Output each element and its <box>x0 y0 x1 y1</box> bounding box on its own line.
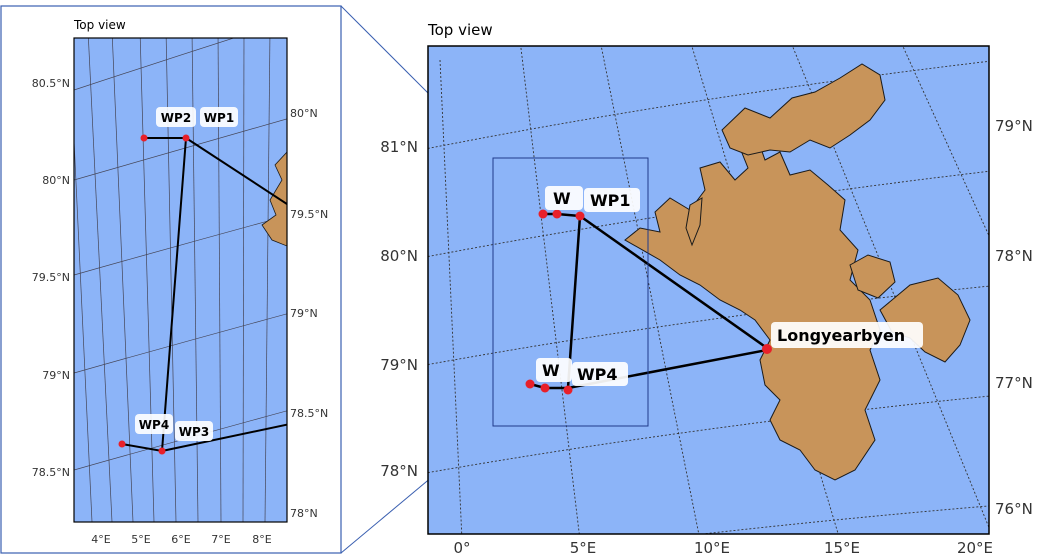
main-wp-marker <box>526 380 535 389</box>
inset-lat-right-tick: 78.5°N <box>290 407 328 420</box>
inset-lon-tick: 5°E <box>131 533 150 546</box>
inset-label-wp3: WP3 <box>179 425 209 439</box>
inset-lat-right-tick: 79.5°N <box>290 208 328 221</box>
inset-lon-tick: 8°E <box>252 533 271 546</box>
longyearbyen-marker <box>762 344 772 354</box>
inset-lat-left-tick: 80.5°N <box>32 77 70 90</box>
main-lon-tick: 20°E <box>957 539 993 557</box>
inset-label-wp2: WP2 <box>161 111 191 125</box>
inset-wp2-marker <box>141 135 148 142</box>
main-wp-marker <box>553 210 562 219</box>
inset-wp4-marker <box>119 441 126 448</box>
main-lat-left-tick: 78°N <box>380 462 418 480</box>
main-lat-right-tick: 77°N <box>995 374 1033 392</box>
main-wp1-marker <box>576 212 585 221</box>
main-lat-right-tick: 79°N <box>995 117 1033 135</box>
main-lat-left-tick: 81°N <box>380 138 418 156</box>
main-lat-right-tick: 76°N <box>995 500 1033 518</box>
inset-lon-tick: 6°E <box>171 533 190 546</box>
inset-lat-right-tick: 80°N <box>290 107 318 120</box>
inset-label-wp1: WP1 <box>204 111 234 125</box>
main-lon-ticks: 0° 5°E 10°E 15°E 20°E <box>453 539 993 557</box>
main-wp-marker <box>539 210 548 219</box>
main-lon-tick: 10°E <box>694 539 730 557</box>
inset-lat-left-tick: 80°N <box>42 174 70 187</box>
inset-lat-right-tick: 78°N <box>290 507 318 520</box>
main-lat-left-ticks: 81°N 80°N 79°N 78°N <box>380 138 418 480</box>
inset-lat-left-tick: 79.5°N <box>32 271 70 284</box>
inset-panel: Top view <box>32 18 328 546</box>
inset-lat-left-tick: 79°N <box>42 369 70 382</box>
inset-lon-tick: 7°E <box>211 533 230 546</box>
main-wp4-marker <box>564 386 573 395</box>
main-label-w-bottom: W <box>542 361 560 380</box>
inset-lat-left-tick: 78.5°N <box>32 466 70 479</box>
main-label-wp4: WP4 <box>577 365 618 384</box>
main-wp-marker <box>541 384 550 393</box>
inset-wp3-marker <box>159 448 166 455</box>
main-label-w-top: W <box>553 189 571 208</box>
inset-title: Top view <box>73 18 126 32</box>
inset-label-wp4: WP4 <box>139 418 169 432</box>
main-lon-tick: 0° <box>453 539 470 557</box>
main-title: Top view <box>427 21 493 39</box>
main-label-longyearbyen: Longyearbyen <box>777 326 905 345</box>
main-lon-tick: 5°E <box>570 539 597 557</box>
main-lat-left-tick: 80°N <box>380 247 418 265</box>
inset-wp1-marker <box>183 135 190 142</box>
main-label-wp1: WP1 <box>590 191 631 210</box>
inset-lat-right-tick: 79°N <box>290 307 318 320</box>
main-lat-right-tick: 78°N <box>995 247 1033 265</box>
main-lat-left-tick: 79°N <box>380 356 418 374</box>
main-lat-right-ticks: 79°N 78°N 77°N 76°N <box>995 117 1033 518</box>
main-panel: Top view <box>380 21 1033 557</box>
main-lon-tick: 15°E <box>824 539 860 557</box>
inset-lon-tick: 4°E <box>91 533 110 546</box>
